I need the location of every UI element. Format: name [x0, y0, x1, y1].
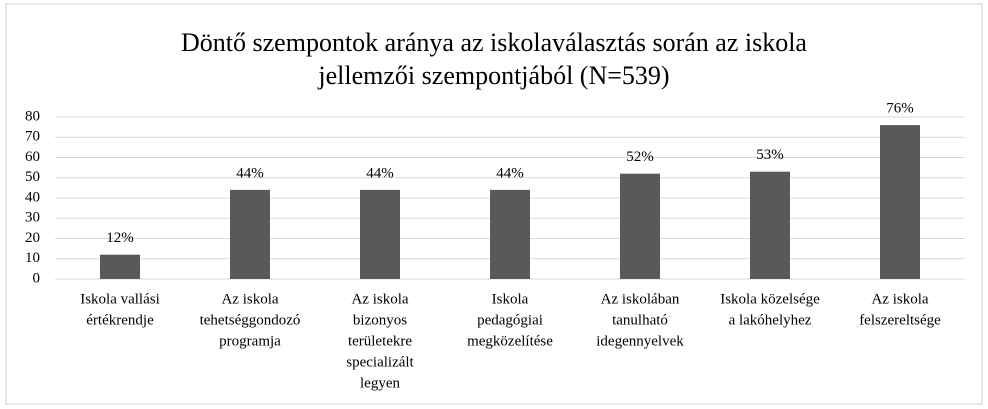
- value-label: 44%: [366, 165, 394, 181]
- x-tick-label: felszereltsége: [859, 312, 941, 328]
- y-tick-label: 30: [25, 210, 40, 226]
- bar: [750, 171, 790, 279]
- x-tick-label: megközelítése: [467, 333, 553, 349]
- x-tick-label: specializált: [346, 354, 414, 370]
- x-tick-label: tehetséggondozó: [200, 312, 301, 328]
- bar: [490, 189, 530, 279]
- bar: [360, 189, 400, 279]
- value-label: 44%: [496, 165, 524, 181]
- x-tick-label: programja: [219, 333, 281, 349]
- y-tick-label: 40: [25, 189, 40, 205]
- x-tick-label: Iskola vallási: [80, 291, 160, 307]
- x-tick-label: tanulható: [612, 312, 668, 328]
- x-tick-label: legyen: [360, 375, 400, 391]
- y-tick-label: 50: [25, 169, 40, 185]
- x-tick-label: bizonyos: [353, 312, 407, 328]
- y-tick-label: 60: [25, 149, 40, 165]
- x-tick-label: területekre: [348, 333, 412, 349]
- x-tick-label: a lakóhelyhez: [729, 312, 812, 328]
- y-tick-label: 20: [25, 230, 40, 246]
- value-label: 52%: [626, 149, 654, 165]
- value-label: 76%: [886, 101, 914, 117]
- x-tick-label: pedagógiai: [477, 312, 543, 328]
- bar: [230, 189, 270, 279]
- x-tick-label: értékrendje: [86, 312, 154, 328]
- value-label: 53%: [756, 147, 784, 163]
- bar: [620, 173, 660, 279]
- y-tick-label: 70: [25, 129, 40, 145]
- x-tick-label: Az iskola: [221, 291, 278, 307]
- x-tick-label: Az iskolában: [601, 291, 680, 307]
- y-tick-label: 80: [25, 108, 40, 124]
- bar: [880, 125, 920, 279]
- x-tick-label: Az iskola: [351, 291, 408, 307]
- x-tick-label: Iskola közelsége: [720, 291, 820, 307]
- chart-title: Döntő szempontok aránya az iskolaválaszt…: [181, 28, 807, 57]
- y-tick-label: 10: [25, 250, 40, 266]
- x-tick-label: Az iskola: [871, 291, 928, 307]
- value-label: 12%: [106, 230, 134, 246]
- bar: [100, 254, 140, 279]
- y-tick-label: 0: [33, 270, 41, 286]
- chart-title: jellemzői szempontjából (N=539): [317, 61, 669, 90]
- x-tick-label: Iskola: [492, 291, 529, 307]
- x-tick-label: idegennyelvek: [596, 333, 684, 349]
- value-label: 44%: [236, 165, 264, 181]
